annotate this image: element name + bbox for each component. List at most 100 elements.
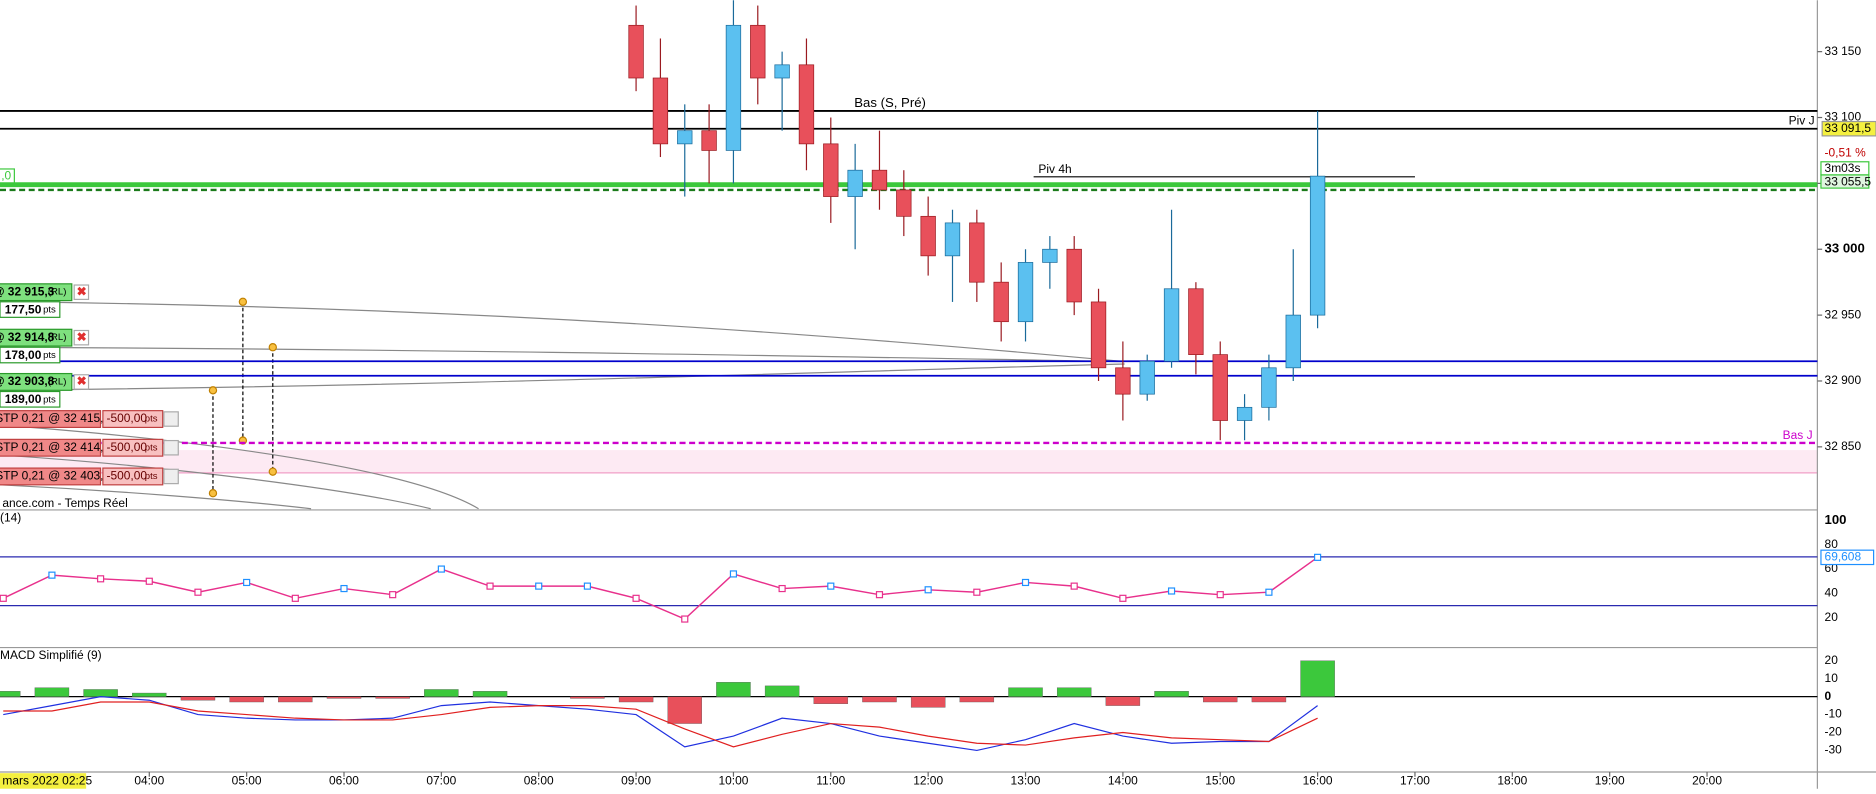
stop-pts-box <box>102 438 164 457</box>
histogram-bar <box>910 696 946 708</box>
x-tick-label: 05:00 <box>232 774 262 788</box>
rsi-marker <box>1021 578 1030 587</box>
pts-box <box>0 346 61 364</box>
stop-unit: pts <box>145 414 158 425</box>
rsi-marker <box>973 588 981 596</box>
stop-close[interactable] <box>163 411 179 427</box>
histogram-bar <box>0 691 21 697</box>
histogram-bar <box>716 682 751 697</box>
rsi-marker <box>1216 591 1224 599</box>
candle-body <box>823 143 839 197</box>
histogram-bar <box>34 687 70 697</box>
histogram-bar <box>375 696 410 699</box>
x-tick-label: 11:00 <box>816 774 845 788</box>
rsi-marker <box>681 615 689 623</box>
candle-body <box>1139 360 1155 395</box>
rsi-marker <box>389 591 397 599</box>
candle-body <box>652 77 669 145</box>
candle-body <box>1017 262 1034 323</box>
price-tag <box>1821 120 1876 137</box>
histogram-bar <box>1154 691 1189 697</box>
rsi-marker <box>291 594 299 602</box>
order-close-x[interactable]: ✖ <box>77 284 87 298</box>
order-close-x[interactable]: ✖ <box>77 330 87 344</box>
histogram-bar <box>1105 696 1141 706</box>
rsi-marker <box>1265 588 1273 596</box>
rsi-marker <box>97 575 105 583</box>
histogram-bar <box>1056 687 1092 697</box>
y-tick-label: 33 150 <box>1825 44 1862 58</box>
candle-body <box>701 130 717 151</box>
rsi-marker <box>486 582 494 590</box>
y-tick-label: 20 <box>1825 653 1839 667</box>
stop-label: STP 0,21 @ 32 403,8 <box>0 469 110 483</box>
x-tick-label: 16:00 <box>1303 774 1333 788</box>
rsi-title: (14) <box>0 510 21 524</box>
rsi-marker <box>729 570 738 578</box>
order-box <box>0 328 73 347</box>
stop-close[interactable] <box>163 468 179 485</box>
candle-body <box>969 222 985 283</box>
rsi-marker <box>1070 582 1078 590</box>
rsi-value-label: 69,608 <box>1825 550 1862 564</box>
rsi-marker <box>1119 594 1127 602</box>
rsi-marker <box>924 586 932 594</box>
stop-pts: -500,00 <box>106 469 147 483</box>
rsi-marker <box>0 594 7 602</box>
histogram-bar <box>180 696 216 701</box>
candle-body <box>1309 175 1326 316</box>
histogram-bar <box>83 689 118 697</box>
stop-pts: -500,00 <box>106 411 147 425</box>
rsi-marker <box>778 584 786 593</box>
y-tick-label: 10 <box>1825 671 1839 685</box>
candle-body <box>1115 367 1131 395</box>
rsi-marker <box>437 565 445 573</box>
stop-box <box>0 467 102 486</box>
pts-unit: pts <box>43 394 56 405</box>
candle-body <box>1090 301 1107 369</box>
order-close-x[interactable]: ✖ <box>77 374 87 388</box>
candle-body <box>1188 288 1204 355</box>
last-box <box>1820 174 1870 189</box>
y-tick-label: 32 950 <box>1825 307 1862 321</box>
histogram-bar <box>959 696 995 703</box>
level-label: Bas (S, Pré) <box>854 95 926 110</box>
histogram-bar <box>1008 687 1043 697</box>
candle-body <box>1042 248 1058 263</box>
candle-body <box>1212 354 1228 421</box>
y-tick-label: 33 000 <box>1825 241 1865 256</box>
stop-pts-box <box>102 410 164 428</box>
order-tag: (RL) <box>48 332 67 343</box>
rsi-marker <box>1314 553 1322 561</box>
candle-body <box>1261 367 1277 408</box>
histogram-bar <box>813 696 849 704</box>
x-tick-label: 13:00 <box>1011 774 1041 788</box>
x-tick-label: 08:00 <box>524 774 554 788</box>
candle-body <box>628 24 644 79</box>
order-box <box>0 283 73 302</box>
pts-box <box>0 301 61 318</box>
stop-unit: pts <box>145 442 158 453</box>
x-tick-label: 07:00 <box>426 774 456 788</box>
histogram-bar <box>667 696 702 724</box>
rsi-marker <box>632 594 640 602</box>
x-tick-label: 18:00 <box>1497 774 1527 788</box>
pts-value: 178,00 <box>5 348 42 362</box>
histogram-bar <box>1300 660 1335 697</box>
x-tick-label: 10:00 <box>718 774 748 788</box>
candle-body <box>1066 248 1082 303</box>
rsi-marker <box>875 591 884 599</box>
stop-pts-box <box>102 467 164 486</box>
x-tick-label: 15:00 <box>1205 774 1235 788</box>
candle-body <box>725 24 742 151</box>
order-tag: (RL) <box>48 376 67 387</box>
rsi-marker <box>194 588 202 596</box>
pts-value: 177,50 <box>5 302 42 316</box>
rsi-marker <box>340 584 348 593</box>
stop-close[interactable] <box>163 439 179 456</box>
pts-unit: pts <box>43 350 56 361</box>
y-tick-label: -20 <box>1825 725 1843 739</box>
stop-pts: -500,00 <box>106 440 147 454</box>
stop-unit: pts <box>145 471 158 482</box>
y-tick-label: -10 <box>1825 707 1843 721</box>
